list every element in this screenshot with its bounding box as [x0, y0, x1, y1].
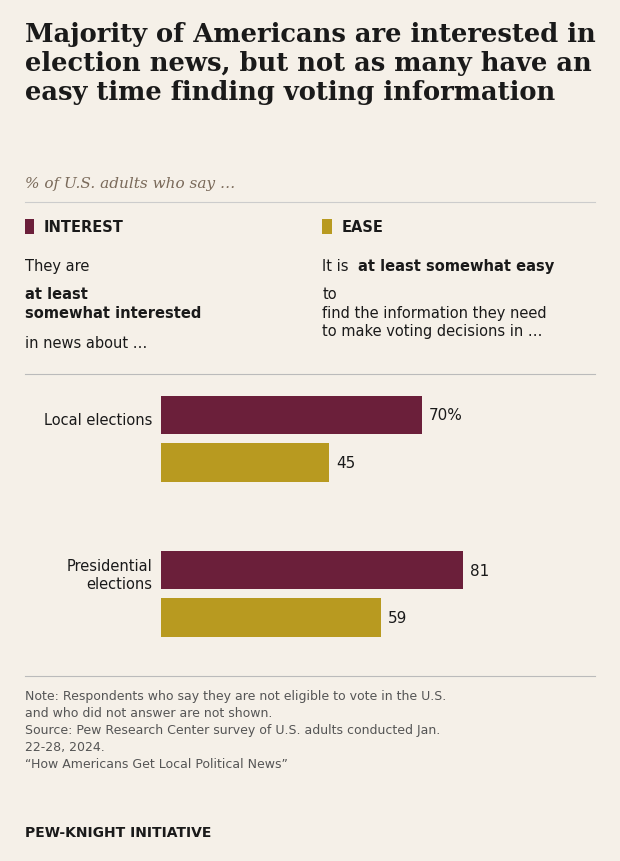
Text: Note: Respondents who say they are not eligible to vote in the U.S.
and who did : Note: Respondents who say they are not e… — [25, 689, 446, 770]
FancyBboxPatch shape — [25, 220, 34, 235]
Text: % of U.S. adults who say …: % of U.S. adults who say … — [25, 177, 235, 190]
Text: at least
somewhat interested: at least somewhat interested — [25, 287, 201, 320]
Text: Local elections: Local elections — [43, 412, 152, 427]
Text: 45: 45 — [336, 455, 355, 470]
Text: Presidential
elections: Presidential elections — [66, 559, 152, 591]
Text: 70%: 70% — [429, 408, 463, 423]
FancyBboxPatch shape — [161, 551, 463, 590]
Text: 81: 81 — [470, 563, 489, 578]
Text: INTEREST: INTEREST — [43, 220, 123, 235]
Text: Majority of Americans are interested in
election news, but not as many have an
e: Majority of Americans are interested in … — [25, 22, 596, 104]
Text: in news about …: in news about … — [25, 336, 147, 350]
Text: They are: They are — [25, 258, 94, 273]
FancyBboxPatch shape — [161, 598, 381, 637]
FancyBboxPatch shape — [322, 220, 332, 235]
FancyBboxPatch shape — [161, 443, 329, 482]
Text: EASE: EASE — [341, 220, 383, 235]
Text: It is: It is — [322, 258, 353, 273]
Text: to
find the information they need
to make voting decisions in …: to find the information they need to mak… — [322, 287, 547, 339]
FancyBboxPatch shape — [161, 396, 422, 435]
Text: at least somewhat easy: at least somewhat easy — [358, 258, 554, 273]
Text: 59: 59 — [388, 610, 407, 625]
Text: PEW-KNIGHT INITIATIVE: PEW-KNIGHT INITIATIVE — [25, 826, 211, 839]
